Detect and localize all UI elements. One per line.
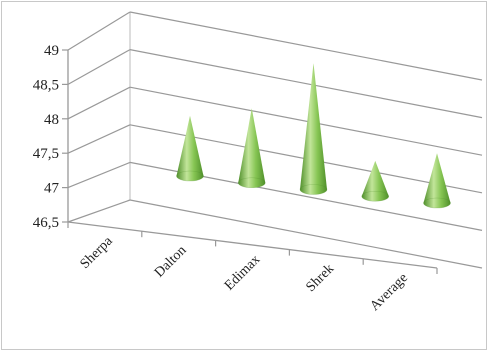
cone-bar <box>361 160 390 202</box>
chart-walls <box>67 12 438 269</box>
gridline <box>129 49 483 119</box>
x-tick-label: Sherpa <box>78 233 117 272</box>
cone-base <box>361 190 390 202</box>
gridline <box>129 199 483 269</box>
x-tick-label: Dalton <box>152 243 190 281</box>
cone-base <box>299 184 328 195</box>
gridline-side <box>67 11 131 51</box>
y-tick-label: 48,5 <box>33 77 59 93</box>
y-tick-label: 48 <box>44 112 59 128</box>
y-tick-label: 46,5 <box>33 215 59 231</box>
gridline-side <box>67 86 131 120</box>
cone-bar <box>299 63 328 195</box>
cone-base <box>237 177 266 189</box>
gridline <box>129 11 483 81</box>
gridline-side <box>67 199 131 223</box>
cone-body <box>361 160 389 202</box>
gridline-side <box>67 161 131 189</box>
gridline-side <box>67 49 131 85</box>
cone-base <box>176 170 204 182</box>
cone-body <box>423 153 451 208</box>
gridline-side <box>67 124 131 154</box>
y-tick-label: 49 <box>44 43 59 59</box>
cone-bar <box>176 115 204 182</box>
cone-base <box>423 197 451 209</box>
y-tick-label: 47,5 <box>33 146 59 162</box>
cone-bar <box>237 108 266 189</box>
y-tick-label: 47 <box>44 181 60 197</box>
y-axis-ticks: 46,5 47 47,5 48 48,5 49 <box>33 43 68 231</box>
x-tick-label: Edimax <box>222 252 263 293</box>
cone-body <box>300 63 327 195</box>
cone-bar <box>423 153 451 209</box>
gridline <box>129 86 483 156</box>
x-tick-label: Shrek <box>303 261 337 295</box>
x-axis: Sherpa Dalton Edimax Shrek Average <box>67 222 438 314</box>
cone-series <box>176 63 451 209</box>
x-axis-line <box>67 221 438 269</box>
x-tick-label: Average <box>368 271 411 314</box>
cone-body <box>176 115 204 181</box>
cone-body <box>238 108 266 188</box>
